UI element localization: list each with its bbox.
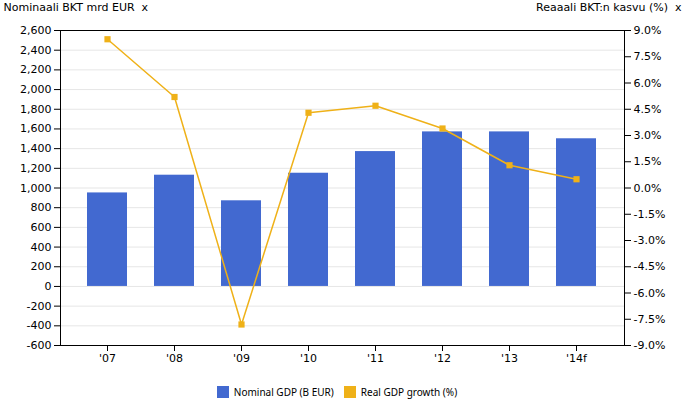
svg-text:1.5%: 1.5% [634,155,662,168]
svg-text:7.5%: 7.5% [634,50,662,63]
html-text:Real GDP growth (%): Real GDP growth (%) [360,384,458,399]
svg-text:1,200: 1,200 [20,162,52,175]
svg-text:400: 400 [31,241,52,254]
svg-text:600: 600 [31,221,52,234]
svg-text:1,400: 1,400 [20,142,52,155]
svg-text:1,000: 1,000 [20,182,52,195]
svg-text:0: 0 [45,280,52,293]
svg-text:6.0%: 6.0% [634,77,662,90]
svg-text:-3.0%: -3.0% [634,234,666,247]
svg-text:0.0%: 0.0% [634,182,662,195]
svg-text:Nominaali BKT mrd EUR x: Nominaali BKT mrd EUR x [4,1,149,14]
svg-text:-7.5%: -7.5% [634,313,666,326]
svg-text:-4.5%: -4.5% [634,260,666,273]
svg-text:200: 200 [31,260,52,273]
svg-text:Reaaali BKT:n kasvu (%) x: Reaaali BKT:n kasvu (%) x [536,1,682,14]
svg-text:9.0%: 9.0% [634,24,662,37]
svg-text:'11: '11 [367,352,384,365]
svg-text:'09: '09 [233,352,250,365]
svg-text:2,400: 2,400 [20,44,52,57]
svg-text:2,600: 2,600 [20,24,52,37]
svg-text:2,200: 2,200 [20,63,52,76]
svg-text:-6.0%: -6.0% [634,287,666,300]
svg-text:-600: -600 [27,339,52,352]
svg-text:1,600: 1,600 [20,122,52,135]
svg-text:4.5%: 4.5% [634,103,662,116]
svg-text:'10: '10 [300,352,317,365]
svg-text:'07: '07 [99,352,116,365]
svg-text:-400: -400 [27,319,52,332]
html-text:Nominal GDP (B EUR): Nominal GDP (B EUR) [233,384,334,399]
svg-text:2,000: 2,000 [20,83,52,96]
svg-text:-200: -200 [27,300,52,313]
svg-text:'13: '13 [501,352,518,365]
svg-text:'12: '12 [434,352,451,365]
svg-text:-1.5%: -1.5% [634,208,666,221]
svg-text:3.0%: 3.0% [634,129,662,142]
svg-text:-9.0%: -9.0% [634,339,666,352]
svg-text:1,800: 1,800 [20,103,52,116]
svg-text:800: 800 [31,201,52,214]
svg-text:'14f: '14f [566,352,588,365]
svg-text:'08: '08 [166,352,183,365]
